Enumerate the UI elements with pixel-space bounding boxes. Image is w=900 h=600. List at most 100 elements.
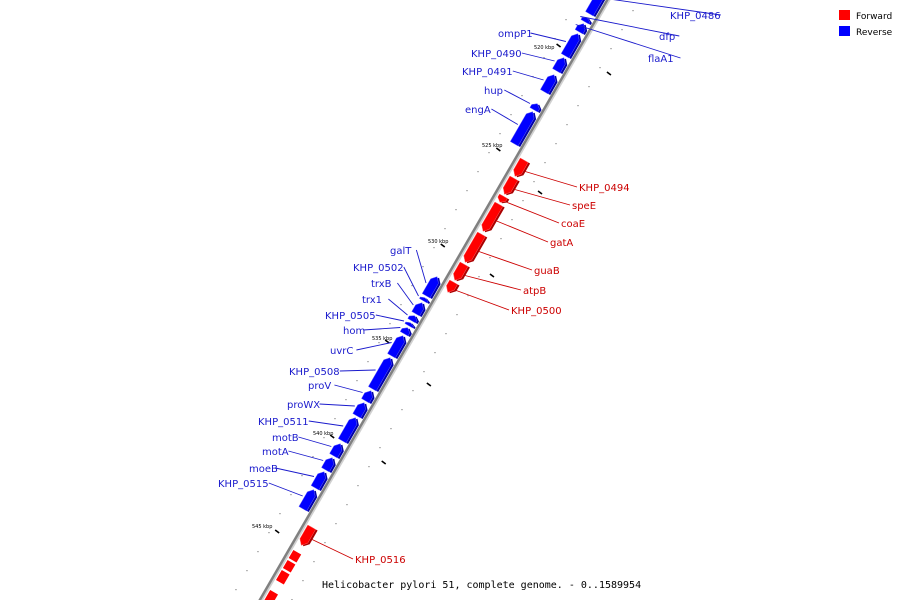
- tick-dot: [412, 390, 414, 392]
- gene-khp-0511-leader: [308, 420, 344, 427]
- gene-label-motb[interactable]: motB: [272, 433, 299, 444]
- kbp-tick: [489, 273, 495, 278]
- tick-dot: [489, 257, 491, 259]
- gene-label-guab[interactable]: guaB: [534, 266, 560, 277]
- gene-feature-unlabeled[interactable]: [288, 550, 302, 563]
- backbone-shadow: [260, 0, 611, 600]
- kbp-tick: [556, 43, 562, 48]
- gene-enga-feature[interactable]: [509, 111, 535, 147]
- gene-label-flaa1[interactable]: flaA1: [648, 54, 674, 65]
- gene-label-khp-0486[interactable]: KHP_0486: [670, 11, 721, 22]
- gene-label-galt[interactable]: galT: [390, 246, 412, 257]
- tick-dot: [543, 57, 545, 59]
- gene-label-atpb[interactable]: atpB: [523, 286, 546, 297]
- gene-khp-0494-feature[interactable]: [513, 157, 529, 177]
- gene-hom-feature[interactable]: [399, 327, 411, 337]
- gene-khp-0516-feature[interactable]: [299, 524, 316, 546]
- gene-khp-0491-leader: [512, 70, 544, 81]
- gene-mota-feature[interactable]: [321, 457, 334, 473]
- gene-galt-feature[interactable]: [421, 276, 439, 299]
- gene-label-uvrc[interactable]: uvrC: [330, 346, 353, 357]
- tick-dot: [378, 342, 380, 344]
- gene-gata-feature[interactable]: [481, 201, 504, 232]
- gene-hom-leader: [363, 327, 401, 331]
- tick-dot: [533, 181, 535, 183]
- gene-khp-0494-leader: [525, 171, 578, 188]
- kbp-tick: [537, 190, 543, 195]
- tick-dot: [400, 304, 402, 306]
- gene-khp-0511-feature[interactable]: [337, 417, 358, 444]
- gene-label-hup[interactable]: hup: [484, 86, 503, 97]
- gene-label-khp-0505[interactable]: KHP_0505: [325, 311, 376, 322]
- gene-feature-unlabeled[interactable]: [282, 560, 296, 573]
- gene-label-hom[interactable]: hom: [343, 326, 365, 337]
- gene-hup-feature[interactable]: [529, 103, 540, 113]
- tick-dot: [434, 352, 436, 354]
- gene-label-khp-0515[interactable]: KHP_0515: [218, 479, 269, 490]
- kbp-label-5: 540 kbp: [313, 431, 333, 437]
- gene-label-khp-0516[interactable]: KHP_0516: [355, 555, 406, 566]
- gene-khp-0486-feature[interactable]: [585, 0, 608, 17]
- gene-khp-0515-feature[interactable]: [298, 489, 316, 512]
- gene-spee-leader: [514, 189, 571, 206]
- gene-label-khp-0500[interactable]: KHP_0500: [511, 306, 562, 317]
- kbp-tick: [426, 382, 432, 387]
- tick-dot: [565, 19, 567, 21]
- gene-moeb-feature[interactable]: [310, 471, 326, 491]
- gene-label-khp-0511[interactable]: KHP_0511: [258, 417, 309, 428]
- gene-gata-leader: [496, 220, 549, 243]
- gene-prowx-feature[interactable]: [352, 402, 366, 419]
- tick-dot: [335, 523, 337, 525]
- tick-dot: [422, 266, 424, 268]
- gene-coae-feature[interactable]: [497, 193, 508, 203]
- gene-label-khp-0508[interactable]: KHP_0508: [289, 367, 340, 378]
- gene-label-dfp[interactable]: dfp: [659, 32, 675, 43]
- gene-trx1-feature[interactable]: [407, 315, 418, 324]
- gene-dfp-feature[interactable]: [580, 17, 591, 25]
- gene-motb-feature[interactable]: [329, 443, 343, 459]
- tick-dot: [500, 238, 502, 240]
- kbp-tick: [606, 71, 612, 76]
- gene-trxb-feature[interactable]: [411, 302, 424, 317]
- gene-label-enga[interactable]: engA: [465, 105, 491, 116]
- gene-khp-0508-feature[interactable]: [368, 357, 392, 392]
- gene-prov-feature[interactable]: [361, 390, 373, 404]
- tick-dot: [478, 276, 480, 278]
- gene-label-mota[interactable]: motA: [262, 447, 289, 458]
- tick-dot: [599, 67, 601, 69]
- gene-label-moeb[interactable]: moeB: [249, 464, 278, 475]
- gene-label-prov[interactable]: proV: [308, 381, 331, 392]
- gene-label-khp-0491[interactable]: KHP_0491: [462, 67, 513, 78]
- gene-ompp1-feature[interactable]: [560, 33, 580, 59]
- gene-khp-0490-feature[interactable]: [552, 57, 566, 74]
- gene-label-khp-0490[interactable]: KHP_0490: [471, 49, 522, 60]
- gene-prowx-leader: [319, 403, 355, 407]
- tick-dot: [345, 399, 347, 401]
- gene-moeb-leader: [275, 467, 315, 477]
- gene-label-spee[interactable]: speE: [572, 201, 596, 212]
- gene-label-khp-0502[interactable]: KHP_0502: [353, 263, 404, 274]
- gene-feature-unlabeled[interactable]: [276, 570, 290, 585]
- gene-uvrc-feature[interactable]: [387, 335, 405, 359]
- tick-dot: [368, 466, 370, 468]
- tick-dot: [268, 532, 270, 534]
- gene-guab-feature[interactable]: [463, 231, 486, 263]
- gene-feature-unlabeled[interactable]: [260, 590, 278, 600]
- gene-label-trxb[interactable]: trxB: [371, 279, 392, 290]
- gene-khp-0505-feature[interactable]: [404, 321, 414, 329]
- gene-label-khp-0494[interactable]: KHP_0494: [579, 183, 630, 194]
- gene-spee-feature[interactable]: [502, 175, 519, 195]
- tick-dot: [324, 542, 326, 544]
- gene-khp-0500-feature[interactable]: [446, 279, 458, 293]
- gene-khp-0491-feature[interactable]: [540, 74, 556, 95]
- tick-dot: [555, 143, 557, 145]
- gene-khp-0516-leader: [311, 539, 354, 560]
- gene-label-prowx[interactable]: proWX: [287, 400, 320, 411]
- gene-label-ompp1[interactable]: ompP1: [498, 29, 533, 40]
- gene-label-gata[interactable]: gatA: [550, 238, 573, 249]
- gene-label-coae[interactable]: coaE: [561, 219, 585, 230]
- gene-label-trx1[interactable]: trx1: [362, 295, 382, 306]
- gene-atpb-feature[interactable]: [453, 261, 469, 281]
- gene-khp-0502-feature[interactable]: [419, 296, 429, 304]
